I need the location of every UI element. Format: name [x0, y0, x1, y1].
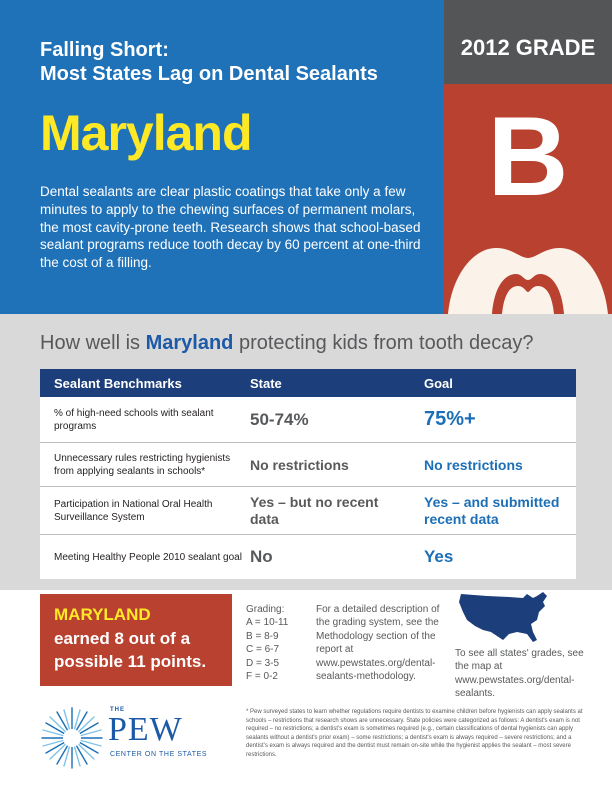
- state-cell: 50-74%: [250, 409, 309, 429]
- grading-item: C = 6-7: [246, 644, 280, 656]
- tooth-icon: [448, 248, 608, 314]
- score-state: MARYLAND: [54, 605, 151, 624]
- grading-item: A = 10-11: [246, 617, 289, 629]
- report-title: Falling Short: Most States Lag on Dental…: [40, 38, 378, 86]
- pew-logo-subtitle: CENTER ON THE STATES: [110, 751, 208, 758]
- grade-label-box: 2012 GRADE: [444, 0, 612, 84]
- grading-item: D = 3-5: [246, 657, 280, 669]
- map-caption: To see all states' grades, see the map a…: [455, 648, 584, 700]
- goal-cell: Yes – and submitted recent data: [424, 493, 560, 527]
- intro-description: Dental sealants are clear plastic coatin…: [40, 184, 421, 271]
- table-header: Sealant Benchmarks State Goal: [40, 369, 576, 397]
- header-state: State: [250, 375, 282, 391]
- header-goal: Goal: [424, 375, 453, 391]
- report-title-line2: Most States Lag on Dental Sealants: [40, 63, 378, 85]
- grade-letter: B: [487, 94, 569, 219]
- grading-title: Grading:: [246, 604, 285, 615]
- hero-panel: [0, 0, 444, 314]
- pew-logo-name: PEW: [108, 711, 183, 748]
- state-cell: No: [250, 547, 273, 566]
- table-row: Participation in National Oral Health Su…: [40, 487, 576, 535]
- benchmark-table: Sealant Benchmarks State Goal % of high-…: [40, 369, 576, 579]
- grading-item: F = 0-2: [246, 671, 278, 683]
- hero-section: Falling Short: Most States Lag on Dental…: [0, 0, 612, 314]
- goal-cell: 75%+: [424, 408, 476, 430]
- state-cell: No restrictions: [250, 456, 349, 473]
- footnote: * Pew surveyed states to learn whether r…: [246, 709, 583, 758]
- score-text: earned 8 out of a possible 11 points.: [54, 629, 207, 671]
- state-name: Maryland: [40, 105, 253, 161]
- grade-label: 2012 GRADE: [460, 35, 596, 60]
- pew-logo-the: THE: [110, 707, 125, 713]
- us-map-icon: [459, 592, 547, 642]
- state-cell: Yes – but no recent data: [250, 493, 379, 527]
- goal-cell: No restrictions: [424, 456, 523, 473]
- score-box: MARYLAND earned 8 out of a possible 11 p…: [40, 594, 232, 686]
- report-title-line1: Falling Short:: [40, 39, 169, 61]
- grading-item: B = 8-9: [246, 630, 279, 642]
- question-state: Maryland: [145, 332, 234, 354]
- question-suffix: protecting kids from tooth decay?: [233, 332, 534, 354]
- benchmark-cell: Participation in National Oral Health Su…: [54, 498, 213, 523]
- benchmark-cell: % of high-need schools with sealant prog…: [54, 407, 214, 432]
- pew-starburst-icon: [41, 707, 103, 769]
- table-row: % of high-need schools with sealant prog…: [40, 397, 576, 443]
- question-prefix: How well is: [40, 332, 146, 354]
- grade-box: B: [444, 84, 612, 314]
- benchmark-cell: Meeting Healthy People 2010 sealant goal: [54, 551, 242, 563]
- section-question: How well is Maryland protecting kids fro…: [40, 332, 534, 355]
- goal-cell: Yes: [424, 547, 454, 566]
- table-row: Unnecessary rules restricting hygienists…: [40, 443, 576, 487]
- header-benchmarks: Sealant Benchmarks: [54, 375, 182, 391]
- grading-description: For a detailed description of the gradin…: [316, 604, 440, 683]
- grading-scale: Grading: A = 10-11 B = 8-9 C = 6-7 D = 3…: [246, 603, 288, 683]
- benchmark-cell: Unnecessary rules restricting hygienists…: [54, 452, 231, 477]
- table-row: Meeting Healthy People 2010 sealant goal…: [40, 535, 576, 579]
